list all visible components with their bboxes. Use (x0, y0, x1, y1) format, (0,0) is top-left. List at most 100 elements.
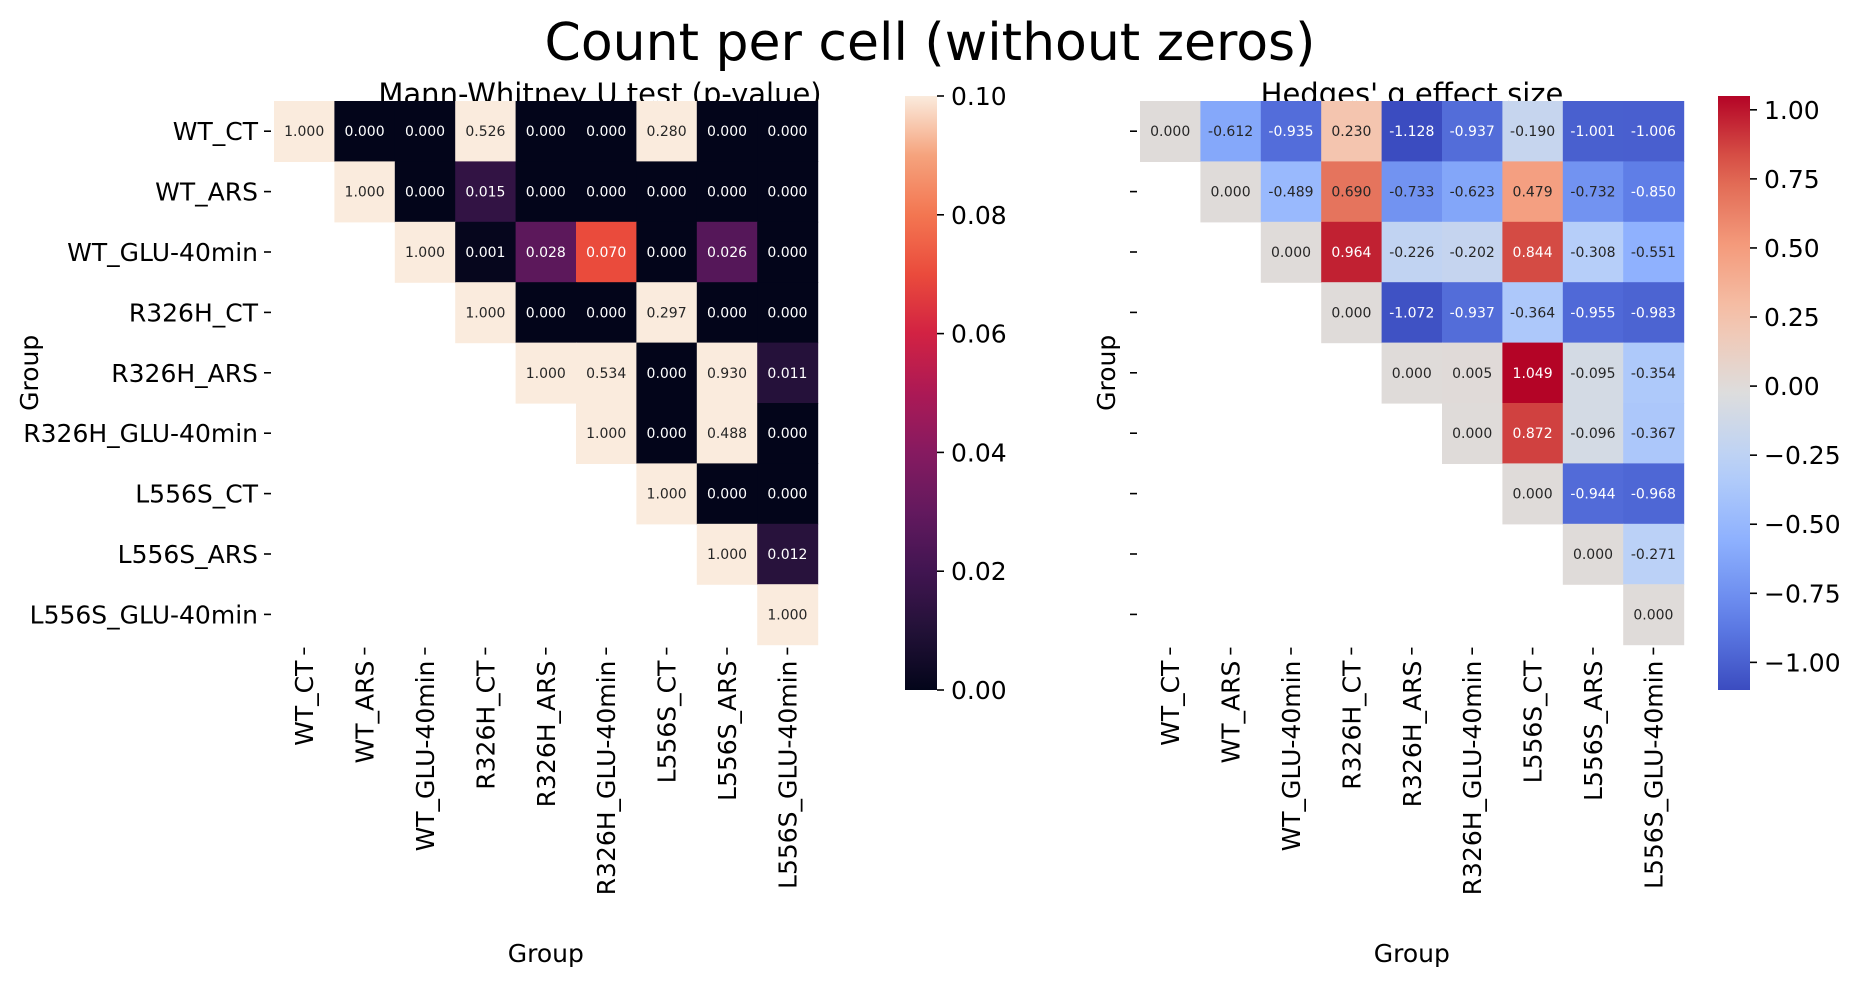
cell-value-label: 0.012 (767, 547, 807, 563)
cell-value-label: 0.000 (586, 124, 626, 140)
heatmap-cell (1442, 342, 1503, 404)
cell-value-label: 0.000 (767, 305, 807, 321)
heatmap-cell (696, 342, 758, 404)
cell-value-label: 0.000 (1211, 185, 1251, 201)
x-tick-label: WT_ARS (1217, 661, 1246, 764)
cell-value-label: 1.000 (465, 305, 505, 321)
cell-value-label: -0.354 (1631, 366, 1676, 382)
heatmap-cell (1623, 282, 1685, 344)
cell-value-label: 0.526 (465, 124, 505, 140)
heatmap-cell (636, 282, 698, 344)
heatmap-cell (1623, 584, 1685, 646)
x-tick-label: L556S_GLU-40min (1639, 661, 1668, 889)
heatmap-cell (1200, 101, 1262, 162)
heatmap-cell (636, 342, 698, 404)
heatmap-cell (696, 221, 758, 283)
cell-value-label: 0.479 (1513, 185, 1553, 201)
heatmap-cell (1562, 101, 1624, 162)
cell-value-label: -1.006 (1631, 124, 1676, 140)
heatmap-cell (394, 161, 456, 223)
cell-value-label: 0.000 (1573, 547, 1613, 563)
heatmap-cell (1623, 523, 1685, 585)
heatmap-cell (576, 161, 637, 223)
cell-value-label: 0.280 (647, 124, 687, 140)
heatmap-cell (1442, 282, 1503, 344)
heatmap-cell (334, 161, 396, 223)
y-tick-label: WT_GLU-40min (67, 238, 258, 267)
heatmap-cell (696, 282, 758, 344)
heatmap-cell (1260, 221, 1322, 283)
y-axis-label: Group (15, 335, 44, 411)
cell-value-label: 0.964 (1331, 245, 1371, 261)
heatmap-cell (636, 161, 698, 223)
cell-value-label: 0.000 (767, 487, 807, 503)
cell-value-label: -0.983 (1631, 305, 1676, 321)
heatmap-cell (757, 403, 819, 464)
heatmap-cell (757, 463, 819, 525)
heatmap-cell (1562, 463, 1624, 525)
cell-value-label: 1.000 (707, 547, 747, 563)
heatmap-cell (1260, 101, 1322, 162)
cell-value-label: -0.190 (1510, 124, 1555, 140)
heatmap-cell (757, 523, 819, 585)
heatmap-cell (696, 161, 758, 223)
cell-value-label: 0.844 (1513, 245, 1553, 261)
x-tick-label: WT_CT (290, 660, 319, 746)
heatmap-cell (576, 221, 637, 283)
x-tick-label: L556S_CT (653, 660, 682, 783)
heatmap-cell (636, 221, 698, 283)
colorbar-tick-label: −0.50 (1764, 510, 1841, 539)
heatmap-pvalue: Mann-Whitney U test (p-value)1.000 0.000 0… (15, 77, 1007, 968)
cell-value-label: 0.000 (1271, 245, 1311, 261)
heatmap-cell (1623, 403, 1685, 464)
cell-value-label: 1.000 (647, 487, 687, 503)
cell-value-label: 0.000 (586, 185, 626, 201)
colorbar-tick-label: 0.50 (1764, 234, 1820, 263)
colorbar-tick-label: −1.00 (1764, 648, 1841, 677)
heatmap-cell (334, 101, 396, 162)
cell-value-label: 0.488 (707, 426, 747, 442)
cell-value-label: 1.000 (345, 185, 385, 201)
heatmap-cell (757, 342, 819, 404)
heatmap-cell (515, 101, 577, 162)
cell-value-label: 0.000 (345, 124, 385, 140)
cell-value-label: 1.000 (767, 607, 807, 623)
heatmap-cell (274, 101, 335, 162)
heatmap-cell (576, 342, 637, 404)
heatmap-cell (757, 101, 819, 162)
y-tick-label: L556S_CT (135, 480, 258, 509)
cell-value-label: -1.072 (1389, 305, 1434, 321)
cell-value-label: -0.202 (1450, 245, 1495, 261)
heatmap-cell (1321, 221, 1383, 283)
cell-value-label: -0.226 (1389, 245, 1434, 261)
heatmap-cell (1381, 161, 1443, 223)
y-axis-label: Group (1092, 335, 1121, 411)
y-tick-label: R326H_GLU-40min (23, 419, 258, 448)
figure-title: Count per cell (without zeros) (544, 13, 1316, 73)
x-tick-label: WT_ARS (351, 661, 380, 764)
heatmap-cell (1623, 221, 1685, 283)
cell-value-label: 0.000 (707, 124, 747, 140)
heatmap-cell (1562, 221, 1624, 283)
cell-value-label: 0.000 (1452, 426, 1492, 442)
x-axis-label: Group (1374, 939, 1450, 968)
cell-value-label: 0.000 (707, 487, 747, 503)
colorbar-tick-label: 0.02 (951, 557, 1007, 586)
cell-value-label: 0.000 (405, 124, 445, 140)
y-tick-label: L556S_GLU-40min (30, 600, 258, 629)
cell-value-label: -0.732 (1570, 185, 1615, 201)
x-tick-label: L556S_GLU-40min (773, 661, 802, 889)
cell-value-label: 0.015 (465, 185, 505, 201)
y-tick-label: R326H_CT (129, 298, 259, 327)
colorbar-tick-label: 0.06 (951, 320, 1007, 349)
heatmap-cell (696, 101, 758, 162)
cell-value-label: 0.005 (1452, 366, 1492, 382)
cell-value-label: 0.000 (1331, 305, 1371, 321)
cell-value-label: 0.000 (586, 305, 626, 321)
heatmap-cell (636, 403, 698, 464)
cell-value-label: -0.095 (1570, 366, 1615, 382)
colorbar-tick-label: −0.25 (1764, 441, 1841, 470)
cell-value-label: -0.937 (1450, 305, 1495, 321)
heatmap-cell (1502, 221, 1564, 283)
heatmap-cell (1562, 523, 1624, 585)
